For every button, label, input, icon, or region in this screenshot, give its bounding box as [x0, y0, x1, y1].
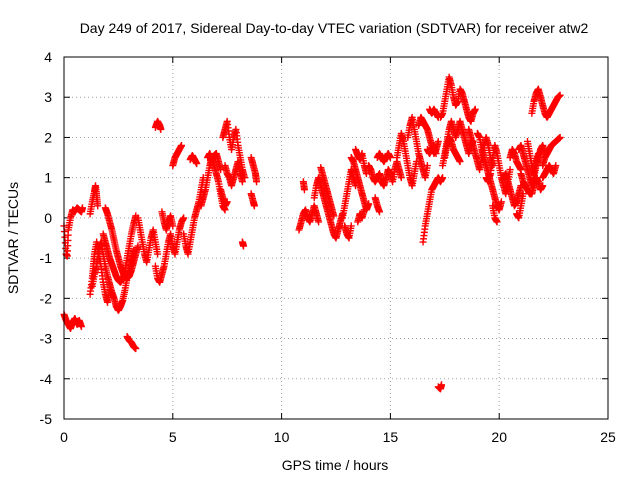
data-point	[169, 222, 177, 230]
data-point	[432, 150, 440, 158]
data-point	[78, 204, 86, 212]
y-tick-labels: -5 -4 -3 -2 -1 0 1 2 3 4	[40, 49, 53, 427]
y-tick-label: 0	[44, 210, 52, 226]
data-point	[434, 137, 442, 145]
data-point	[193, 160, 201, 168]
data-point	[376, 208, 384, 216]
data-point	[506, 166, 514, 174]
x-tick-label: 5	[169, 429, 177, 445]
data-point	[362, 170, 370, 178]
data-point	[94, 202, 102, 210]
data-point	[438, 381, 446, 389]
data-point	[253, 178, 261, 186]
data-point	[180, 214, 188, 222]
data-point	[250, 202, 258, 210]
x-tick-labels: 0 5 10 15 20 25	[60, 429, 616, 445]
data-point	[534, 150, 542, 158]
data-point	[347, 222, 355, 230]
data-point	[423, 162, 431, 170]
data-point	[132, 345, 140, 353]
data-point	[330, 212, 338, 220]
plot-frame	[63, 56, 609, 420]
y-tick-label: 2	[44, 129, 52, 145]
data-point	[386, 154, 394, 162]
data-point	[134, 242, 142, 250]
x-axis-label: GPS time / hours	[282, 457, 389, 473]
data-point	[77, 322, 85, 330]
y-tick-label: -4	[40, 371, 53, 387]
data-point	[315, 218, 323, 226]
x-tick-label: 15	[383, 429, 399, 445]
x-tick-label: 0	[60, 429, 68, 445]
data-point	[240, 242, 248, 250]
data-point	[238, 178, 246, 186]
data-point	[360, 206, 368, 214]
y-tick-label: 1	[44, 170, 52, 186]
y-tick-label: -3	[40, 331, 53, 347]
data-point	[556, 91, 564, 99]
data-point	[539, 182, 547, 190]
data-series	[60, 73, 564, 393]
y-tick-label: 3	[44, 89, 52, 105]
data-point	[223, 198, 231, 206]
data-point	[300, 186, 308, 194]
y-tick-label: 4	[44, 49, 52, 65]
data-point	[217, 166, 225, 174]
y-tick-label: -2	[40, 290, 53, 306]
y-tick-label: -1	[40, 250, 53, 266]
x-tick-label: 20	[491, 429, 507, 445]
y-tick-label: -5	[40, 411, 53, 427]
data-point	[552, 162, 560, 170]
grid	[64, 57, 608, 419]
data-point	[493, 218, 501, 226]
data-point	[471, 105, 479, 113]
x-tick-label: 10	[274, 429, 290, 445]
data-point	[397, 174, 405, 182]
x-tick-label: 25	[600, 429, 616, 445]
chart-title: Day 249 of 2017, Sidereal Day-to-day VTE…	[80, 20, 589, 36]
data-point	[365, 200, 373, 208]
data-point	[178, 141, 186, 149]
data-point	[439, 174, 447, 182]
data-point	[456, 158, 464, 166]
data-point	[556, 133, 564, 141]
data-point	[154, 250, 162, 258]
y-axis-label: SDTVAR / TECUs	[5, 182, 21, 294]
data-point	[497, 198, 505, 206]
data-point	[519, 190, 527, 198]
data-point	[157, 125, 165, 133]
